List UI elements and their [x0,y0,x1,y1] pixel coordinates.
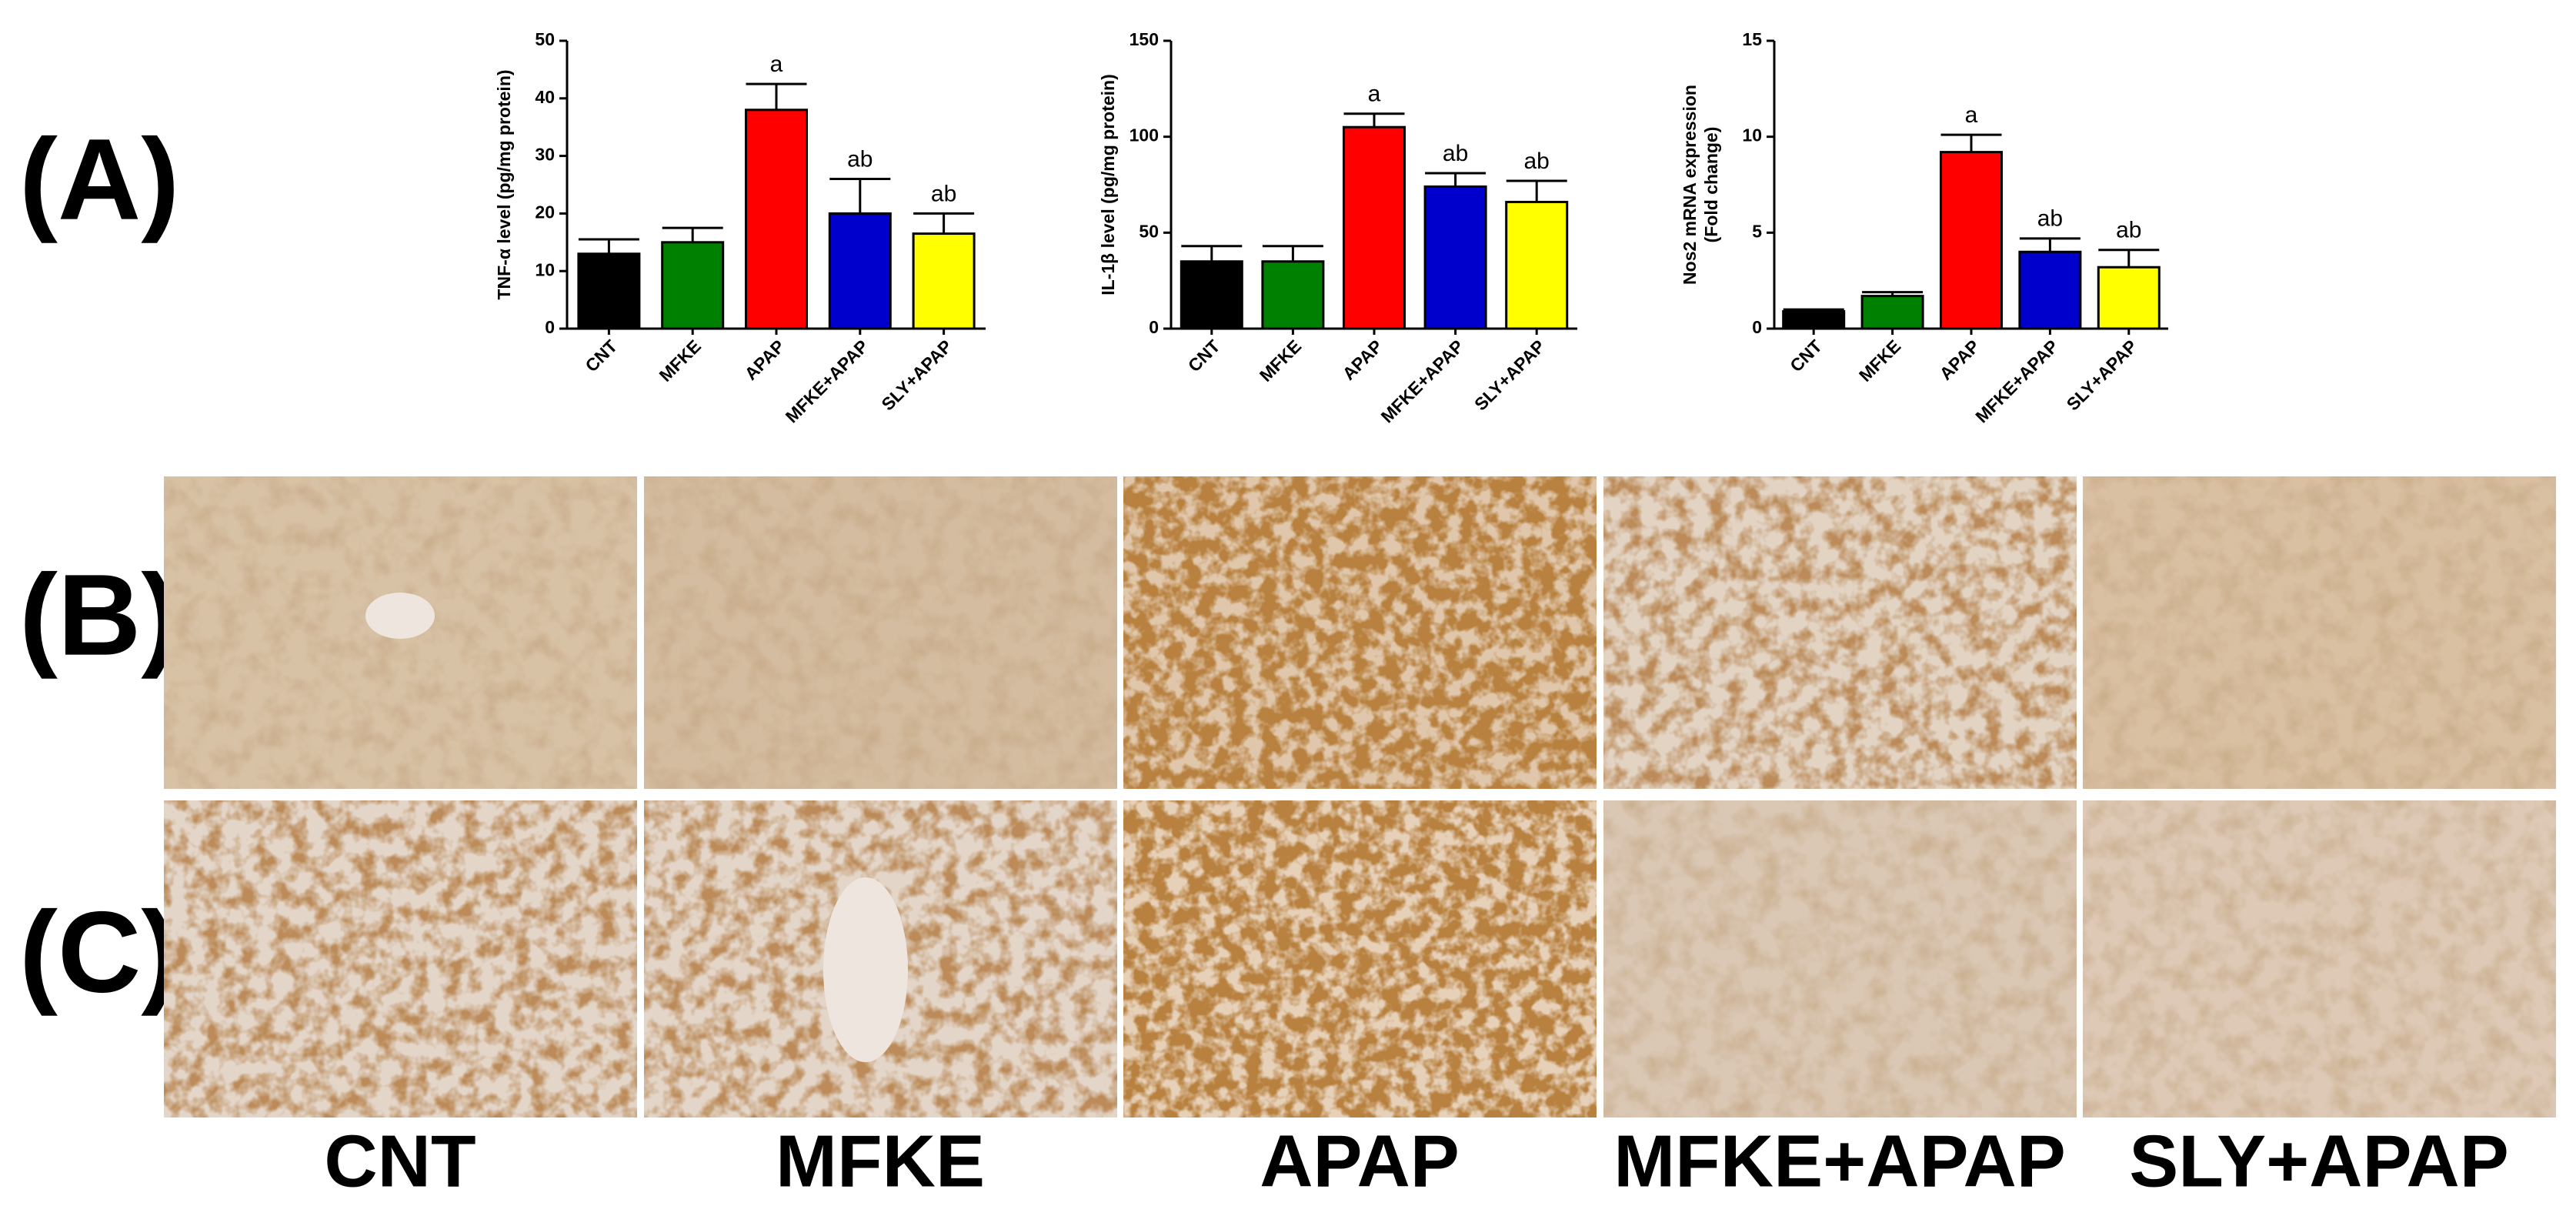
y-axis-label: Nos2 mRNA expression [1680,85,1700,285]
y-tick-label: 30 [535,145,555,165]
bar-chart: TNF-α level (pg/mg protein) 0 10 20 30 40 50 CN… [494,29,986,426]
significance-label: a [1965,102,1978,128]
bar [1343,125,1406,330]
significance-label: ab [1443,141,1468,166]
bar [1505,200,1569,330]
bar [1180,260,1243,330]
y-axis-label: TNF-α level (pg/mg protein) [494,69,514,299]
micrograph-texture [2083,476,2556,789]
micrograph-texture [1603,476,2077,789]
x-tick-label: CNT [1786,336,1826,376]
significance-label: ab [931,181,956,206]
bar [828,212,892,330]
y-tick-label: 50 [535,29,555,49]
y-tick-label: 150 [1130,29,1159,49]
x-tick-label: MFKE [656,336,705,385]
x-tick-label: MFKE [1855,336,1904,385]
image-caption: SLY+APAP [2129,1120,2509,1202]
vessel [365,593,435,639]
micrograph-texture [2083,800,2556,1117]
x-tick-label: CNT [1184,336,1224,376]
y-tick-label: 15 [1742,29,1762,49]
bar-chart: Nos2 mRNA expression (Fold change) 0 5 10 15 C… [1680,29,2168,426]
x-tick-label: SLY+APAP [1470,336,1549,414]
significance-label: ab [847,146,873,172]
significance-label: ab [2037,206,2063,232]
y-axis-label: (Fold change) [1701,127,1721,243]
y-tick-label: 0 [1752,317,1762,337]
significance-label: a [770,52,783,77]
image-caption: APAP [1260,1120,1460,1202]
x-tick-label: MFKE+APAP [1971,336,2062,426]
bar [661,241,725,330]
panel-label: (A) [19,115,179,244]
x-tick-label: APAP [740,336,788,383]
bar [1782,310,1846,330]
bar [1940,151,2003,330]
significance-label: ab [2116,218,2141,243]
micrograph-texture [1123,800,1597,1117]
panel-label: (B) [19,550,179,680]
bar [2097,266,2161,330]
vessel [823,877,908,1062]
x-tick-label: MFKE [1256,336,1305,385]
micrograph-grid [164,476,2556,1117]
x-tick-label: SLY+APAP [2063,336,2141,414]
bar [2018,250,2082,330]
micrograph-texture [644,476,1117,789]
y-tick-label: 50 [1139,221,1159,241]
x-tick-label: SLY+APAP [877,336,956,414]
y-tick-label: 40 [535,87,555,107]
bar [1261,260,1325,330]
image-caption: MFKE [776,1120,985,1202]
y-tick-label: 100 [1130,125,1159,145]
bar [1423,185,1487,330]
x-tick-label: APAP [1935,336,1983,383]
panel-label: (C) [19,887,179,1017]
y-tick-label: 10 [535,259,555,279]
image-caption: CNT [324,1120,475,1202]
y-tick-label: 20 [535,202,555,222]
significance-label: ab [1524,149,1550,174]
bar [577,252,641,330]
x-tick-label: MFKE+APAP [782,336,873,426]
x-tick-label: MFKE+APAP [1376,336,1467,426]
x-tick-label: APAP [1338,336,1386,383]
micrograph-texture [1603,800,2077,1117]
bar-chart: IL-1β level (pg/mg protein) 0 50 100 150 CNT M… [1098,29,1577,426]
y-tick-label: 0 [545,317,555,337]
y-tick-label: 5 [1752,221,1762,241]
y-axis-label: IL-1β level (pg/mg protein) [1098,74,1118,296]
micrograph-texture [1123,476,1597,789]
y-tick-label: 0 [1149,317,1159,337]
x-tick-label: CNT [581,336,621,376]
bar [1860,295,1924,330]
bar [912,232,976,330]
significance-label: a [1368,82,1381,107]
bar [745,109,808,330]
micrograph-texture [164,800,637,1117]
image-caption: MFKE+APAP [1613,1120,2066,1202]
y-tick-label: 10 [1742,125,1762,145]
